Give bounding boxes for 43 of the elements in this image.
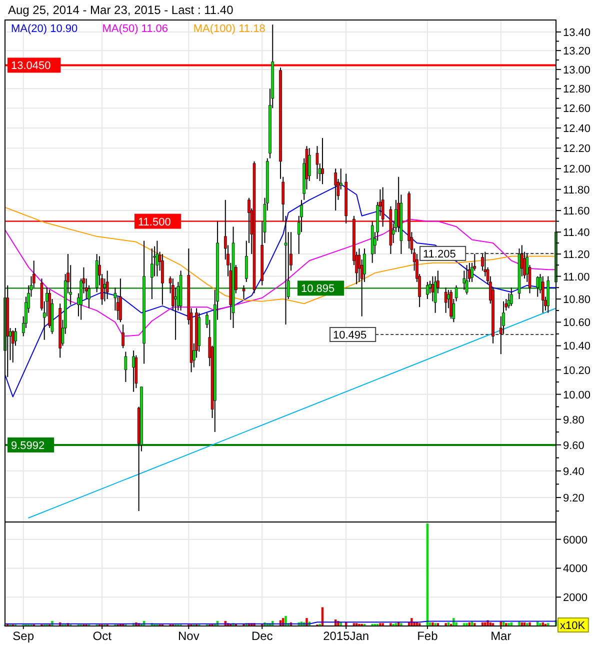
- y-tick-label: 10.40: [563, 340, 591, 353]
- y-tick-label: 9.40: [563, 466, 584, 478]
- y-tick-label: 4000: [563, 563, 588, 576]
- y-tick-label: 13.40: [563, 26, 591, 39]
- x-tick-label: Dec: [251, 629, 273, 643]
- text: MA(20) 10.90: [11, 23, 78, 35]
- y-tick-label: 13.20: [563, 46, 591, 58]
- y-tick-label: 12.20: [563, 143, 591, 156]
- y-tick-label: 6000: [563, 534, 588, 546]
- text: MA(100) 11.18: [193, 23, 266, 35]
- x-tick-label: Mar: [490, 629, 512, 643]
- y-tick-label: 11.20: [563, 248, 590, 261]
- y-tick-label: 9.20: [563, 492, 584, 505]
- y-tick-label: 12.60: [563, 103, 591, 116]
- text: MA(50) 11.06: [102, 23, 168, 35]
- y-tick-label: 11.60: [563, 206, 590, 218]
- y-tick-label: 12.00: [563, 164, 591, 176]
- x-tick-label: Feb: [417, 629, 438, 643]
- y-tick-label: 9.60: [563, 440, 584, 452]
- y-tick-label: 12.40: [563, 122, 591, 135]
- y-tick-label: 11.40: [563, 227, 590, 240]
- y-tick-label: 10.80: [563, 294, 591, 306]
- x-tick-label: 2015Jan: [323, 629, 370, 643]
- y-axis-title: x10K: [560, 620, 586, 632]
- y-tick-label: 10.60: [563, 317, 591, 330]
- y-tick-label: 12.80: [563, 84, 591, 96]
- ref-line-label: 11.500: [138, 216, 171, 228]
- x-tick-label: Sep: [12, 629, 34, 643]
- y-tick-label: 13.00: [563, 64, 591, 76]
- y-tick-label: 10.00: [563, 389, 591, 402]
- y-tick-label: 10.20: [563, 364, 591, 377]
- ref-line-label: 11.205: [423, 248, 456, 260]
- y-tick-label: 9.80: [563, 414, 584, 426]
- ref-line-label: 10.495: [333, 329, 367, 342]
- y-tick-label: 11.80: [563, 184, 590, 196]
- ref-line-label: 9.5992: [11, 440, 45, 452]
- x-tick-label: Oct: [92, 629, 112, 643]
- x-tick-label: Nov: [178, 629, 200, 643]
- y-tick-label: 11.00: [563, 271, 590, 284]
- chart-title: Aug 25, 2014 - Mar 23, 2015 - Last : 11.40: [8, 3, 234, 17]
- y-tick-label: 2000: [563, 592, 588, 604]
- ref-line-label: 10.895: [301, 283, 335, 296]
- ref-line-label: 13.0450: [11, 60, 51, 72]
